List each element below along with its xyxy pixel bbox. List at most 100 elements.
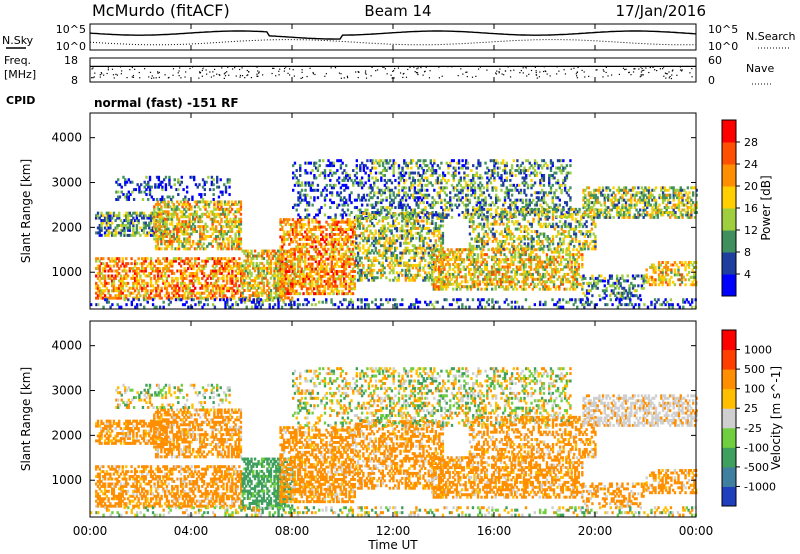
power-cell	[118, 224, 121, 227]
power-cell	[257, 269, 260, 273]
power-cell	[158, 215, 161, 219]
power-cell	[269, 291, 273, 295]
power-cell	[139, 226, 142, 230]
power-cell	[286, 250, 289, 254]
power-cell	[144, 257, 147, 261]
power-cell	[394, 178, 397, 182]
power-cell	[161, 210, 165, 214]
power-cell	[206, 244, 209, 248]
power-cell	[275, 296, 278, 300]
power-cell	[250, 249, 253, 253]
nave-dot	[106, 72, 108, 75]
power-cell	[179, 225, 183, 229]
nave-dot	[224, 72, 226, 74]
nave-dot	[219, 74, 221, 76]
nave-dot	[575, 75, 578, 77]
power-cell	[426, 188, 429, 192]
power-cell	[284, 257, 288, 261]
nave-dot	[283, 67, 286, 70]
power-cell	[300, 287, 303, 291]
power-cell	[138, 188, 141, 192]
power-cell	[163, 210, 167, 214]
power-cell	[211, 286, 215, 290]
power-cell	[158, 294, 162, 298]
power-cell	[353, 230, 356, 234]
power-cell	[100, 291, 103, 295]
nave-dot	[668, 77, 670, 79]
power-cell	[282, 298, 285, 302]
power-cell	[236, 264, 239, 268]
power-cell	[275, 269, 278, 273]
power-cell	[195, 210, 198, 214]
nave-dot	[638, 68, 640, 70]
power-cell	[135, 219, 139, 223]
power-cell	[176, 237, 179, 241]
power-cell	[204, 289, 208, 293]
power-cell	[322, 159, 325, 163]
power-cell	[230, 242, 234, 246]
power-cell	[230, 247, 234, 251]
power-cell	[253, 276, 257, 280]
power-cell	[230, 239, 234, 243]
power-scatter	[90, 159, 698, 309]
power-cell	[239, 279, 243, 283]
power-cell	[268, 291, 271, 295]
power-cell	[271, 298, 274, 302]
nave-dot	[292, 69, 294, 71]
power-cell	[229, 279, 232, 283]
power-cell	[201, 271, 204, 275]
power-cell	[394, 213, 397, 217]
power-cell	[291, 279, 295, 283]
power-cell	[505, 171, 508, 175]
power-cell	[275, 274, 278, 278]
power-cell	[178, 289, 181, 293]
power-cell	[132, 267, 135, 271]
power-cell	[234, 276, 238, 280]
power-cell	[174, 286, 177, 290]
power-cell	[229, 225, 232, 229]
power-cell	[204, 284, 208, 288]
power-cell	[95, 259, 98, 263]
power-cell	[109, 231, 112, 235]
nave-dot	[498, 72, 500, 74]
power-cell	[311, 267, 314, 271]
power-cell	[174, 210, 177, 214]
power-cell	[262, 249, 266, 253]
power-cell	[209, 242, 213, 246]
nave-dot	[576, 77, 579, 79]
power-cell	[314, 161, 318, 165]
power-cell	[314, 176, 318, 180]
power-cell	[253, 249, 257, 253]
power-cell	[161, 225, 165, 229]
power-cell	[345, 213, 348, 217]
power-cell	[188, 232, 191, 236]
power-cell	[309, 274, 312, 278]
power-cell	[307, 272, 311, 276]
power-cell	[202, 225, 205, 229]
power-cell	[210, 183, 214, 187]
power-cell	[204, 259, 208, 263]
power-cell	[216, 230, 220, 234]
power-cell	[148, 193, 152, 197]
power-cell	[223, 215, 227, 219]
power-cell	[125, 193, 129, 197]
power-cell	[268, 296, 271, 300]
power-cell	[229, 276, 232, 280]
power-cell	[192, 291, 195, 295]
power-cell	[148, 214, 151, 218]
nave-dot	[257, 70, 259, 72]
power-cell	[246, 271, 250, 275]
power-cell	[227, 212, 230, 216]
power-cell	[160, 247, 163, 251]
nave-dot	[241, 67, 243, 69]
power-cell	[203, 193, 206, 197]
power-cell	[330, 191, 334, 195]
nsky-label: N.Sky	[2, 34, 34, 47]
power-cell	[211, 210, 214, 214]
nave-dot	[184, 76, 186, 78]
power-cell	[170, 200, 174, 204]
power-cell	[217, 276, 220, 280]
power-cell	[232, 244, 236, 248]
power-cell	[304, 257, 307, 261]
power-cell	[215, 178, 219, 182]
